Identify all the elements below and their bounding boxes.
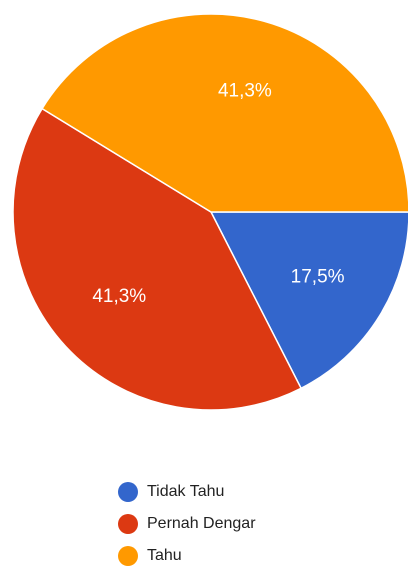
legend-swatch: [118, 546, 138, 566]
pie-slice-label: 41,3%: [218, 81, 272, 102]
legend-item-tahu[interactable]: Tahu: [118, 540, 378, 572]
legend-swatch: [118, 482, 138, 502]
pie-slice-labels: 17,5% 41,3% 41,3%: [92, 81, 344, 307]
legend-item-pernah-dengar[interactable]: Pernah Dengar: [118, 508, 378, 540]
legend: Tidak Tahu Pernah Dengar Tahu: [118, 476, 378, 572]
legend-label: Tidak Tahu: [147, 483, 225, 500]
pie-slices: [12, 13, 408, 411]
legend-label: Pernah Dengar: [147, 515, 256, 532]
legend-swatch: [118, 514, 138, 534]
pie-chart: 17,5% 41,3% 41,3%: [12, 13, 408, 411]
pie-slice-tahu[interactable]: [41, 13, 408, 213]
pie-slice-label: 17,5%: [291, 266, 345, 287]
pie-slice-label: 41,3%: [92, 286, 146, 307]
legend-label: Tahu: [147, 547, 182, 564]
legend-item-tidak-tahu[interactable]: Tidak Tahu: [118, 476, 378, 508]
pie-slice-pernah-dengar[interactable]: [12, 107, 303, 411]
